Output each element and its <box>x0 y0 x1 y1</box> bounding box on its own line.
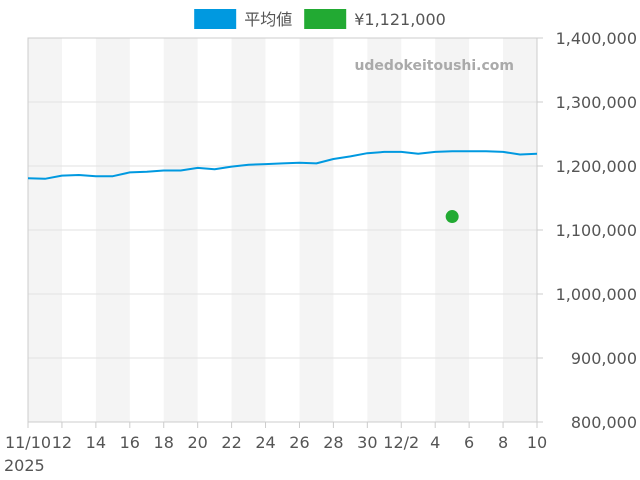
x-tick-label: 10 <box>527 433 547 452</box>
x-tick-label: 12 <box>52 433 72 452</box>
line-point <box>467 149 471 153</box>
legend-label: ¥1,121,000 <box>354 10 446 29</box>
y-tick-label: 1,400,000 <box>556 29 637 48</box>
series-line-average <box>27 150 538 180</box>
line-point <box>247 163 251 167</box>
line-point <box>179 168 183 172</box>
x-tick-label: 6 <box>464 433 474 452</box>
watermark: udedokeitoushi.com <box>354 58 514 74</box>
y-tick-label: 1,100,000 <box>556 221 637 240</box>
line-point <box>26 176 30 180</box>
line-point <box>145 170 149 174</box>
x-tick-label: 12/2 <box>383 433 419 452</box>
y-tick-label: 1,200,000 <box>556 157 637 176</box>
line-point <box>43 177 47 181</box>
x-tick-label: 22 <box>221 433 241 452</box>
x-tick-label: 30 <box>357 433 377 452</box>
line-point <box>501 150 505 154</box>
line-point <box>196 166 200 170</box>
line-point <box>297 161 301 165</box>
line-point <box>128 170 132 174</box>
x-tick-label: 26 <box>289 433 309 452</box>
x-tick-label: 28 <box>323 433 343 452</box>
legend: 平均値 ¥1,121,000 <box>194 9 446 29</box>
line-point <box>213 167 217 171</box>
line-point <box>331 157 335 161</box>
line-point <box>433 150 437 154</box>
x-tick-label: 8 <box>498 433 508 452</box>
line-point <box>365 151 369 155</box>
line-point <box>450 149 454 153</box>
x-tick-label: 16 <box>120 433 140 452</box>
line-point <box>314 161 318 165</box>
line-point <box>416 152 420 156</box>
y-axis-ticks: 800,000 900,000 1,000,000 1,100,000 1,200,00… <box>537 29 637 432</box>
line-point <box>518 152 522 156</box>
y-tick-label: 800,000 <box>571 413 637 432</box>
x-tick-label: 18 <box>154 433 174 452</box>
x-tick-sublabel: 2025 <box>4 456 45 475</box>
legend-swatch <box>194 9 237 29</box>
x-tick-label: 14 <box>86 433 106 452</box>
series <box>26 149 539 224</box>
line-point <box>281 161 285 165</box>
y-tick-label: 1,300,000 <box>556 93 637 112</box>
line-point <box>348 154 352 158</box>
line-point <box>230 165 234 169</box>
y-tick-label: 900,000 <box>571 349 637 368</box>
x-tick-label: 11/10 <box>5 433 51 452</box>
x-tick-label: 20 <box>187 433 207 452</box>
line-point <box>77 173 81 177</box>
x-tick-label: 24 <box>255 433 275 452</box>
x-tick-label: 4 <box>430 433 440 452</box>
legend-label: 平均値 <box>244 10 292 29</box>
y-tick-label: 1,000,000 <box>556 285 637 304</box>
legend-swatch <box>304 9 347 29</box>
x-axis-ticks: 11/10 2025 12 14 16 18 20 22 24 26 28 30 12/2 4 6 8 10 <box>4 422 547 475</box>
line-point <box>60 174 64 178</box>
line-point <box>162 168 166 172</box>
line-point <box>484 149 488 153</box>
line-point <box>535 152 539 156</box>
line-point <box>111 174 115 178</box>
line-point <box>94 174 98 178</box>
line-point <box>264 162 268 166</box>
line-point <box>382 150 386 154</box>
line-point <box>399 150 403 154</box>
scatter-point <box>445 210 459 224</box>
